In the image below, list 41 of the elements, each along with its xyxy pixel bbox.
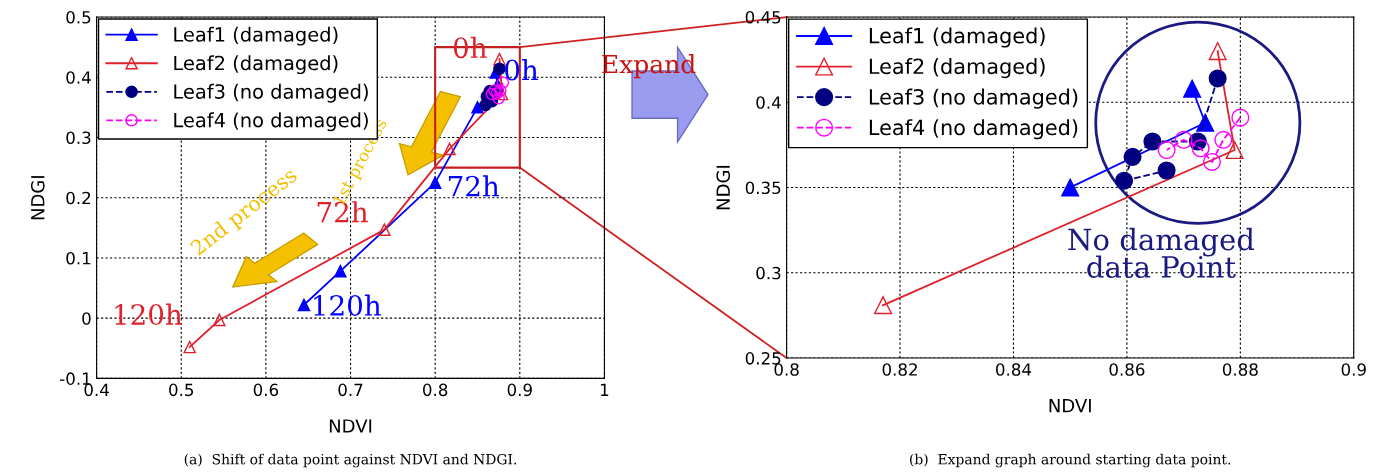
x-tick-label: 0.86	[1109, 363, 1145, 376]
x-tick-label: 0.82	[882, 363, 917, 376]
y-tick-label: 0.4	[756, 96, 781, 109]
y-axis-title: NDGI	[30, 176, 45, 220]
y-tick-label: 0.25	[745, 352, 781, 365]
x-tick-label: 0.7	[338, 383, 363, 397]
annotation: 120h	[115, 303, 183, 326]
legend-label: Leaf3 (no damaged)	[869, 88, 1078, 109]
y-tick-label: 0.35	[745, 181, 781, 195]
annotation: No damaged data Point	[1068, 227, 1255, 278]
annotation: 120h	[314, 294, 381, 316]
x-axis-title: NDVI	[1049, 399, 1091, 413]
y-tick-label: 0.3	[756, 266, 781, 280]
y-tick-label: -0.1	[60, 372, 91, 385]
x-tick-label: 0.88	[1222, 363, 1258, 376]
x-axis-title: NDVI	[329, 419, 372, 433]
legend-label: Leaf3 (no damaged)	[174, 83, 368, 103]
y-tick-label: 0.4	[66, 71, 91, 84]
legend-label: Leaf2 (damaged)	[174, 55, 338, 75]
legend-label: Leaf4 (no damaged)	[869, 119, 1078, 140]
x-tick-label: 0.9	[507, 383, 532, 397]
legend-label: Leaf1 (damaged)	[174, 26, 338, 46]
y-tick-label: 0.2	[66, 191, 91, 205]
x-tick-label: 0.6	[253, 383, 279, 397]
x-tick-label: 0.8	[774, 363, 799, 376]
x-tick-label: 0.9	[1341, 363, 1366, 376]
x-tick-label: 0.4	[84, 383, 109, 397]
text: (b) Expand graph around starting data point.	[910, 453, 1231, 468]
x-tick-label: 0.8	[423, 383, 448, 397]
annotation: 72h	[448, 175, 500, 197]
legend-label: Leaf1 (damaged)	[869, 27, 1045, 48]
x-tick-label: 0.5	[169, 383, 194, 397]
text: (a) Shift of data point against NDVI and NDGI.	[184, 453, 517, 468]
y-tick-label: 0.1	[66, 251, 91, 265]
y-axis-title: NDGI	[716, 165, 731, 210]
x-tick-label: 1	[600, 383, 609, 396]
x-tick-label: 0.84	[996, 363, 1032, 376]
legend-label: Leaf2 (damaged)	[869, 58, 1045, 79]
y-tick-label: 0	[82, 312, 91, 325]
y-tick-label: 0.5	[66, 10, 91, 24]
y-tick-label: 0.3	[66, 131, 91, 145]
